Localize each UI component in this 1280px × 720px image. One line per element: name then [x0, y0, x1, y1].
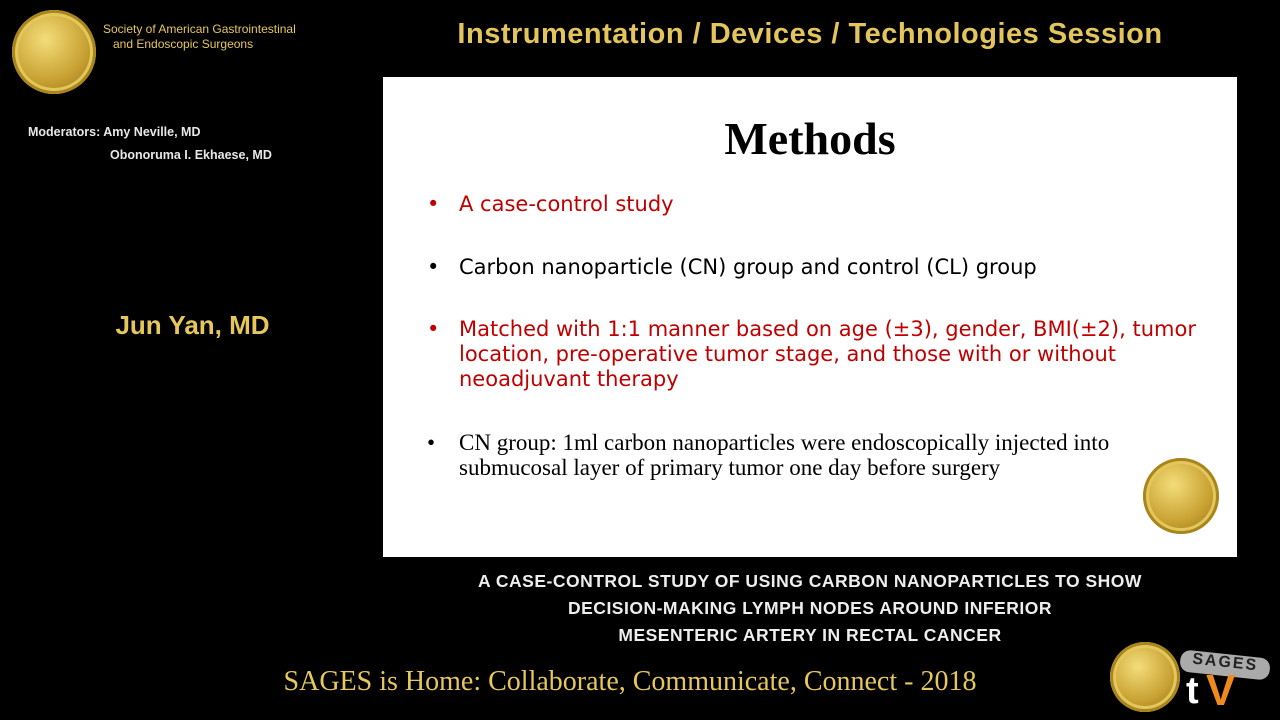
session-title: Instrumentation / Devices / Technologies…	[457, 18, 1163, 50]
slide-title: Methods	[724, 113, 896, 164]
bullet-3: • Matched with 1:1 manner based on age (±…	[427, 317, 1196, 391]
sages-tv-logo: SAGES t V	[1176, 649, 1274, 715]
bullet-4: • CN group: 1ml carbon nanoparticles were…	[427, 430, 1110, 480]
caption-line3: MESENTERIC ARTERY IN RECTAL CANCER	[618, 625, 1002, 645]
moderators-line2: Obonoruma I. Ekhaese, MD	[110, 148, 272, 162]
org-line2: and Endoscopic Surgeons	[113, 37, 254, 51]
sages-seal-logo	[12, 10, 96, 94]
footer-seal-logo	[1110, 642, 1180, 712]
bullet-1: • A case-control study	[427, 192, 674, 216]
slide: Methods • A case-control study • Carbon na…	[383, 77, 1237, 557]
slide-seal-logo	[1143, 458, 1219, 534]
footer-tagline: SAGES is Home: Collaborate, Communicate,…	[283, 666, 977, 697]
speaker-name: Jun Yan, MD	[115, 310, 270, 340]
org-line1: Society of American Gastrointestinal	[103, 22, 296, 36]
moderators-line1: Moderators: Amy Neville, MD	[28, 125, 201, 139]
talk-title-caption: A CASE-CONTROL STUDY OF USING CARBON NAN…	[383, 568, 1237, 649]
org-name: Society of American Gastrointestinal and …	[103, 22, 296, 52]
bullet-2: • Carbon nanoparticle (CN) group and cont…	[427, 255, 1037, 279]
caption-line2: DECISION-MAKING LYMPH NODES AROUND INFER…	[568, 598, 1052, 618]
caption-line1: A CASE-CONTROL STUDY OF USING CARBON NAN…	[478, 571, 1142, 591]
